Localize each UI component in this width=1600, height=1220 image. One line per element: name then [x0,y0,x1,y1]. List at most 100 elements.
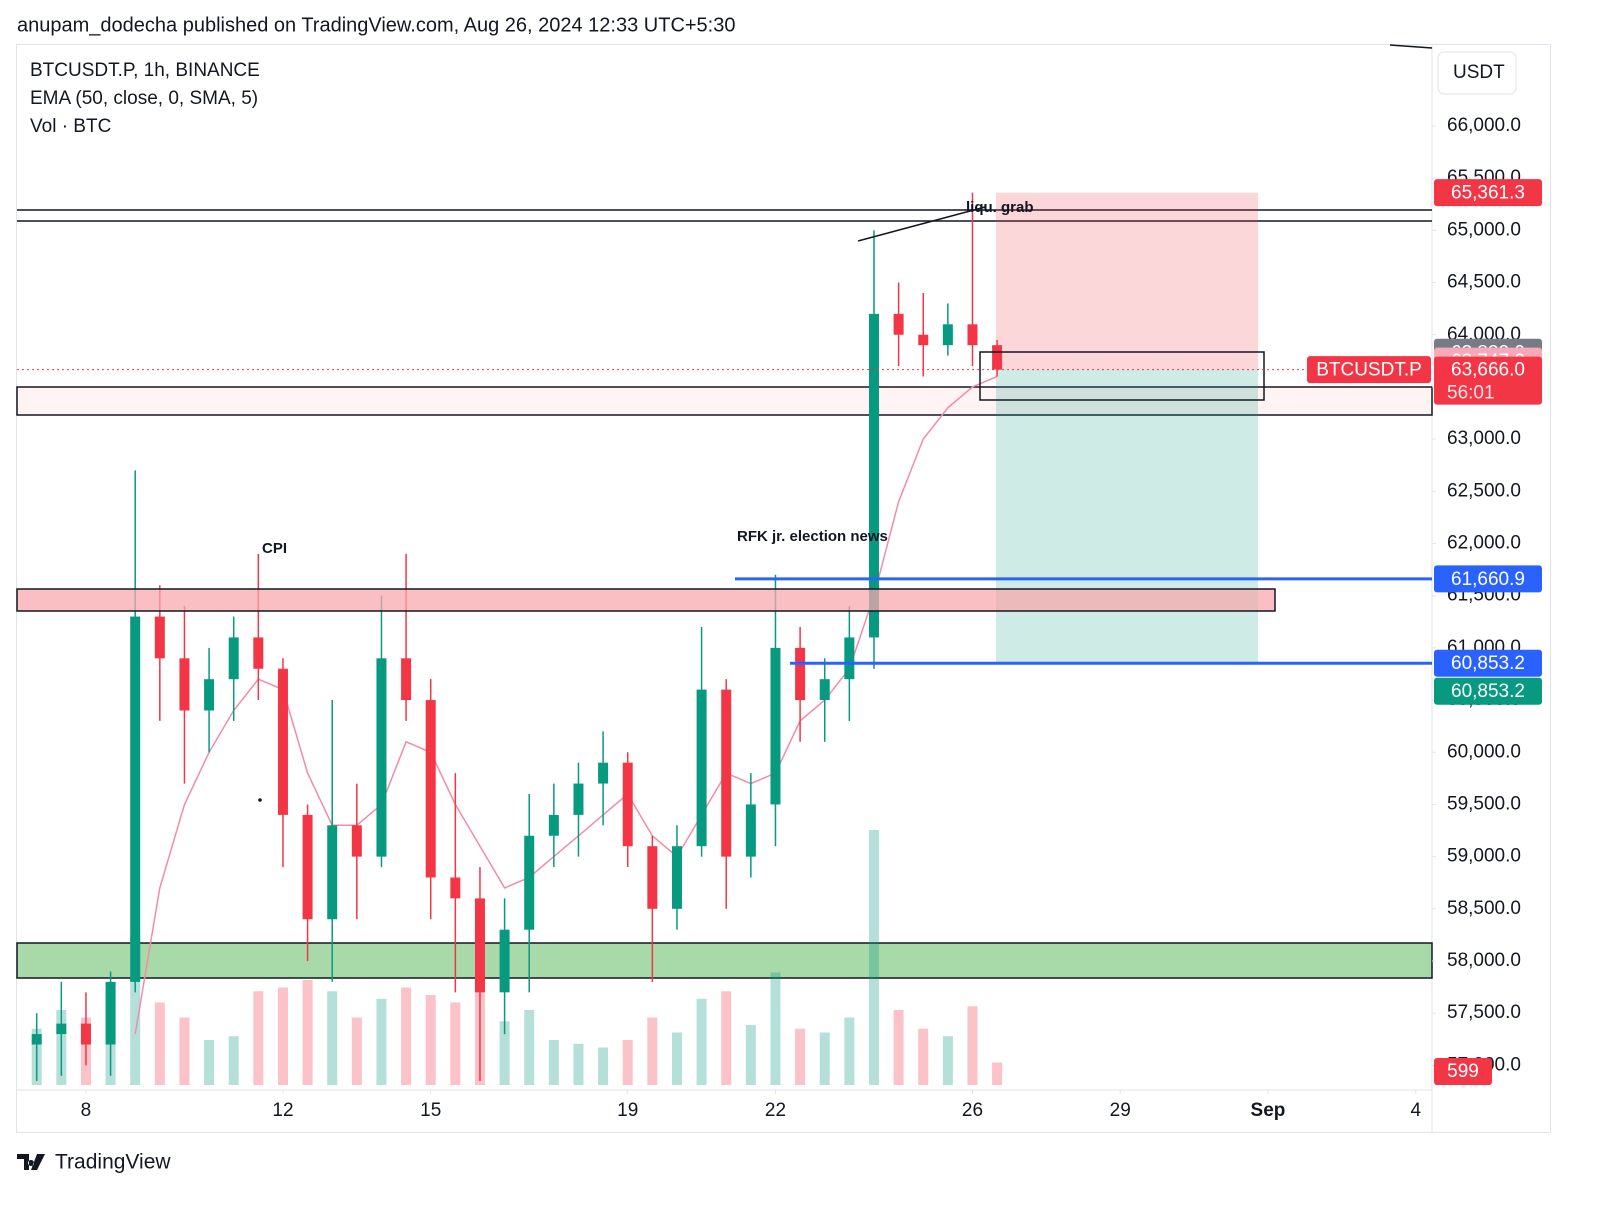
candle-body [376,658,387,857]
candle-body [524,835,535,930]
price-tag [1434,677,1542,705]
candle-body [942,324,953,346]
volume-bar [992,1062,1003,1085]
y-tick-label: 59,500.0 [1447,793,1521,814]
volume-bar [302,980,313,1085]
x-tick-label: 19 [617,1100,638,1121]
volume-bar [204,1040,215,1085]
candle-body [967,324,978,346]
footer: TradingView [55,1151,171,1174]
candle-body [918,334,929,346]
volume-bar [499,1021,510,1085]
candle-body [56,1023,67,1035]
y-tick-label: 63,000.0 [1447,428,1521,449]
volume-bar [942,1036,953,1085]
y-tick-label: 66,000.0 [1447,115,1521,136]
candle-body [204,679,215,711]
candle-body [671,846,682,909]
countdown: 56:01 [1447,383,1495,404]
candle-body [80,1023,91,1045]
y-tick-label: 59,000.0 [1447,846,1521,867]
axes: 57,000.057,500.058,000.058,500.059,000.0… [17,115,1542,1121]
volume-bar [819,1032,830,1085]
header: anupam_dodecha published on TradingView.… [17,14,736,36]
target-zone [996,369,1258,664]
volume-bar [253,991,264,1085]
support-zone [16,942,1433,979]
volume-bar [524,1010,535,1085]
stop-zone [996,192,1258,370]
volume-bar [277,987,288,1085]
volume-bar [401,987,412,1085]
y-tick-label: 60,000.0 [1447,741,1521,762]
volume-bar [548,1040,559,1085]
volume-bar [844,1017,855,1085]
volume-bar [327,991,338,1085]
volume-bar [770,972,781,1085]
candle-body [721,689,732,857]
candle-body [745,804,756,857]
currency[interactable]: USDT [1453,62,1505,83]
symbol-tag [1307,356,1431,384]
volume-tag [1434,1058,1492,1085]
x-tick-label: 8 [81,1100,92,1121]
volume-bar [228,1036,239,1085]
dot [258,798,262,802]
price-tag-label: 63,666.0 [1451,360,1525,381]
x-tick-label: 29 [1110,1100,1131,1121]
candle-body [844,637,855,680]
candle-body [696,689,707,847]
candle-body [31,1034,42,1045]
candle-body [622,762,633,847]
volume-bar [351,1017,362,1085]
candle-body [548,814,559,836]
candle-body [499,929,510,993]
candle-body [302,814,313,920]
volume-bar [573,1043,584,1085]
overlay: CPI RFK jr. election news liqu. grab [16,199,1276,802]
currency-button[interactable] [1437,51,1517,95]
price-tag-label: 61,660.9 [1451,569,1525,590]
resistance-zone [16,588,1276,612]
x-tick-label: 4 [1410,1100,1421,1121]
volume-bar [647,1017,658,1085]
candle-body [450,877,461,899]
candle-body [893,313,904,335]
volume-bar [598,1047,609,1085]
volume-bar [450,1002,461,1085]
candle-body [228,637,239,680]
volume-tag-label: 599 [1447,1061,1479,1082]
annotation: CPI [262,540,287,557]
candle-body [154,616,165,659]
volume-bar [795,1028,806,1085]
volume-bar [721,991,732,1085]
y-tick-label: 62,000.0 [1447,533,1521,554]
candle-body [647,846,658,909]
volume-bar [967,1006,978,1085]
legend-volume: Vol · BTC [30,116,111,137]
volume-bar [622,1040,633,1085]
candle-body [598,762,609,784]
entry-box [979,351,1265,401]
legend-symbol: BTCUSDT.P, 1h, BINANCE [30,60,260,81]
candle-body [277,668,288,815]
x-tick-label: 26 [962,1100,983,1121]
candle-body [253,637,264,669]
candle-body [819,679,830,701]
candle-body [351,825,362,857]
volume-bar [425,995,436,1085]
candle-body [179,658,190,711]
price-tag [1434,356,1542,405]
volume-bar [868,830,879,1085]
price-tag [1434,565,1542,593]
logo: TradingView [17,1151,171,1174]
symbol-tag-label: BTCUSDT.P [1316,360,1422,381]
candle-body [327,825,338,920]
zone-box [16,386,1433,416]
price-tag [1434,179,1542,207]
legend-ema: EMA (50, close, 0, SMA, 5) [30,88,258,109]
candle-body [795,647,806,701]
x-tick-label: 15 [420,1100,441,1121]
volume-bar [376,998,387,1085]
